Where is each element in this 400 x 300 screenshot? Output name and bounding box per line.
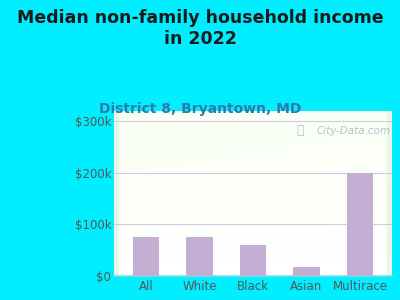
- Text: District 8, Bryantown, MD: District 8, Bryantown, MD: [99, 102, 301, 116]
- Bar: [240, 245, 266, 276]
- Text: Median non-family household income
in 2022: Median non-family household income in 20…: [17, 9, 383, 48]
- Bar: [346, 173, 373, 276]
- Text: ⓘ: ⓘ: [296, 124, 304, 137]
- Bar: [293, 267, 320, 276]
- Text: City-Data.com: City-Data.com: [317, 126, 391, 136]
- Bar: [133, 237, 160, 276]
- Bar: [186, 237, 213, 276]
